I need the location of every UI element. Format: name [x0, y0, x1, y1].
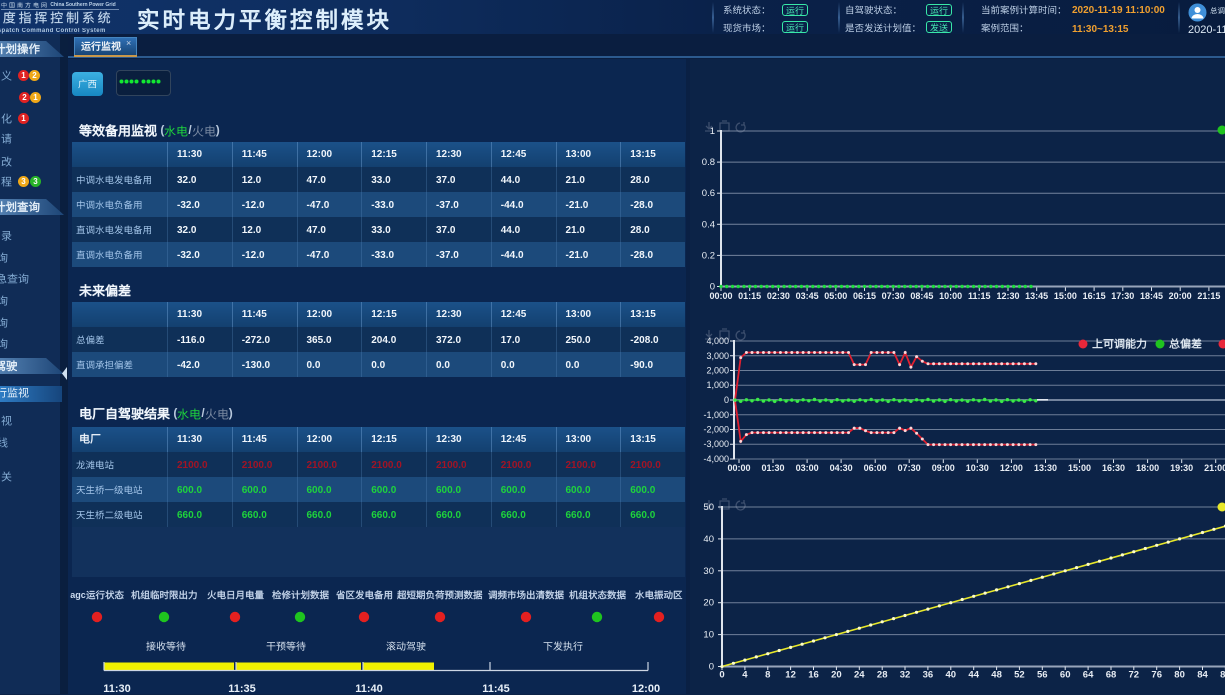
svg-text:60: 60 [1060, 670, 1071, 681]
svg-text:1: 1 [710, 126, 715, 137]
svg-text:30: 30 [703, 566, 714, 577]
svg-text:64: 64 [1083, 670, 1094, 681]
svg-text:84: 84 [1197, 670, 1208, 681]
svg-text:1: 1 [33, 93, 38, 102]
svg-text:24: 24 [854, 670, 865, 681]
svg-text:20: 20 [703, 598, 714, 609]
svg-text:16: 16 [808, 670, 819, 681]
svg-text:4: 4 [742, 670, 748, 681]
svg-text:0.4: 0.4 [702, 219, 715, 230]
svg-text:80: 80 [1174, 670, 1185, 681]
svg-text:36: 36 [923, 670, 934, 681]
svg-text:3: 3 [21, 177, 26, 186]
svg-text:12: 12 [785, 670, 796, 681]
svg-text:17:30: 17:30 [1111, 291, 1134, 301]
svg-text:16:15: 16:15 [1083, 291, 1106, 301]
svg-text:20:00: 20:00 [1169, 291, 1192, 301]
svg-text:40: 40 [703, 534, 714, 545]
svg-text:08:45: 08:45 [910, 291, 933, 301]
svg-text:03:45: 03:45 [796, 291, 819, 301]
svg-text:10: 10 [703, 630, 714, 641]
svg-text:48: 48 [991, 670, 1002, 681]
svg-text:8: 8 [765, 670, 770, 681]
svg-text:01:15: 01:15 [738, 291, 761, 301]
svg-text:0.2: 0.2 [702, 250, 715, 261]
svg-text:2: 2 [32, 71, 37, 80]
svg-text:76: 76 [1151, 670, 1162, 681]
svg-text:02:30: 02:30 [767, 291, 790, 301]
svg-text:0: 0 [709, 662, 714, 673]
svg-text:2: 2 [22, 93, 27, 102]
svg-text:52: 52 [1014, 670, 1025, 681]
svg-text:12:30: 12:30 [996, 291, 1019, 301]
svg-text:00:00: 00:00 [709, 291, 732, 301]
svg-text:0: 0 [719, 670, 724, 681]
svg-text:05:00: 05:00 [824, 291, 847, 301]
svg-text:13:45: 13:45 [1025, 291, 1048, 301]
svg-text:1: 1 [21, 71, 26, 80]
svg-text:11:15: 11:15 [968, 291, 991, 301]
svg-text:15:00: 15:00 [1054, 291, 1077, 301]
svg-text:40: 40 [946, 670, 957, 681]
svg-text:21:15: 21:15 [1197, 291, 1220, 301]
svg-text:68: 68 [1106, 670, 1117, 681]
svg-text:07:30: 07:30 [882, 291, 905, 301]
svg-text:88: 88 [1220, 670, 1225, 681]
svg-text:72: 72 [1129, 670, 1140, 681]
svg-text:28: 28 [877, 670, 888, 681]
svg-text:18:45: 18:45 [1140, 291, 1163, 301]
svg-text:56: 56 [1037, 670, 1048, 681]
svg-text:1: 1 [21, 114, 26, 123]
svg-text:44: 44 [968, 670, 979, 681]
svg-text:06:15: 06:15 [853, 291, 876, 301]
svg-text:20: 20 [831, 670, 842, 681]
svg-text:3: 3 [33, 177, 38, 186]
svg-text:10:00: 10:00 [939, 291, 962, 301]
svg-text:32: 32 [900, 670, 911, 681]
svg-text:50: 50 [703, 502, 714, 513]
svg-text:0.6: 0.6 [702, 188, 715, 199]
svg-text:0.8: 0.8 [702, 157, 715, 168]
